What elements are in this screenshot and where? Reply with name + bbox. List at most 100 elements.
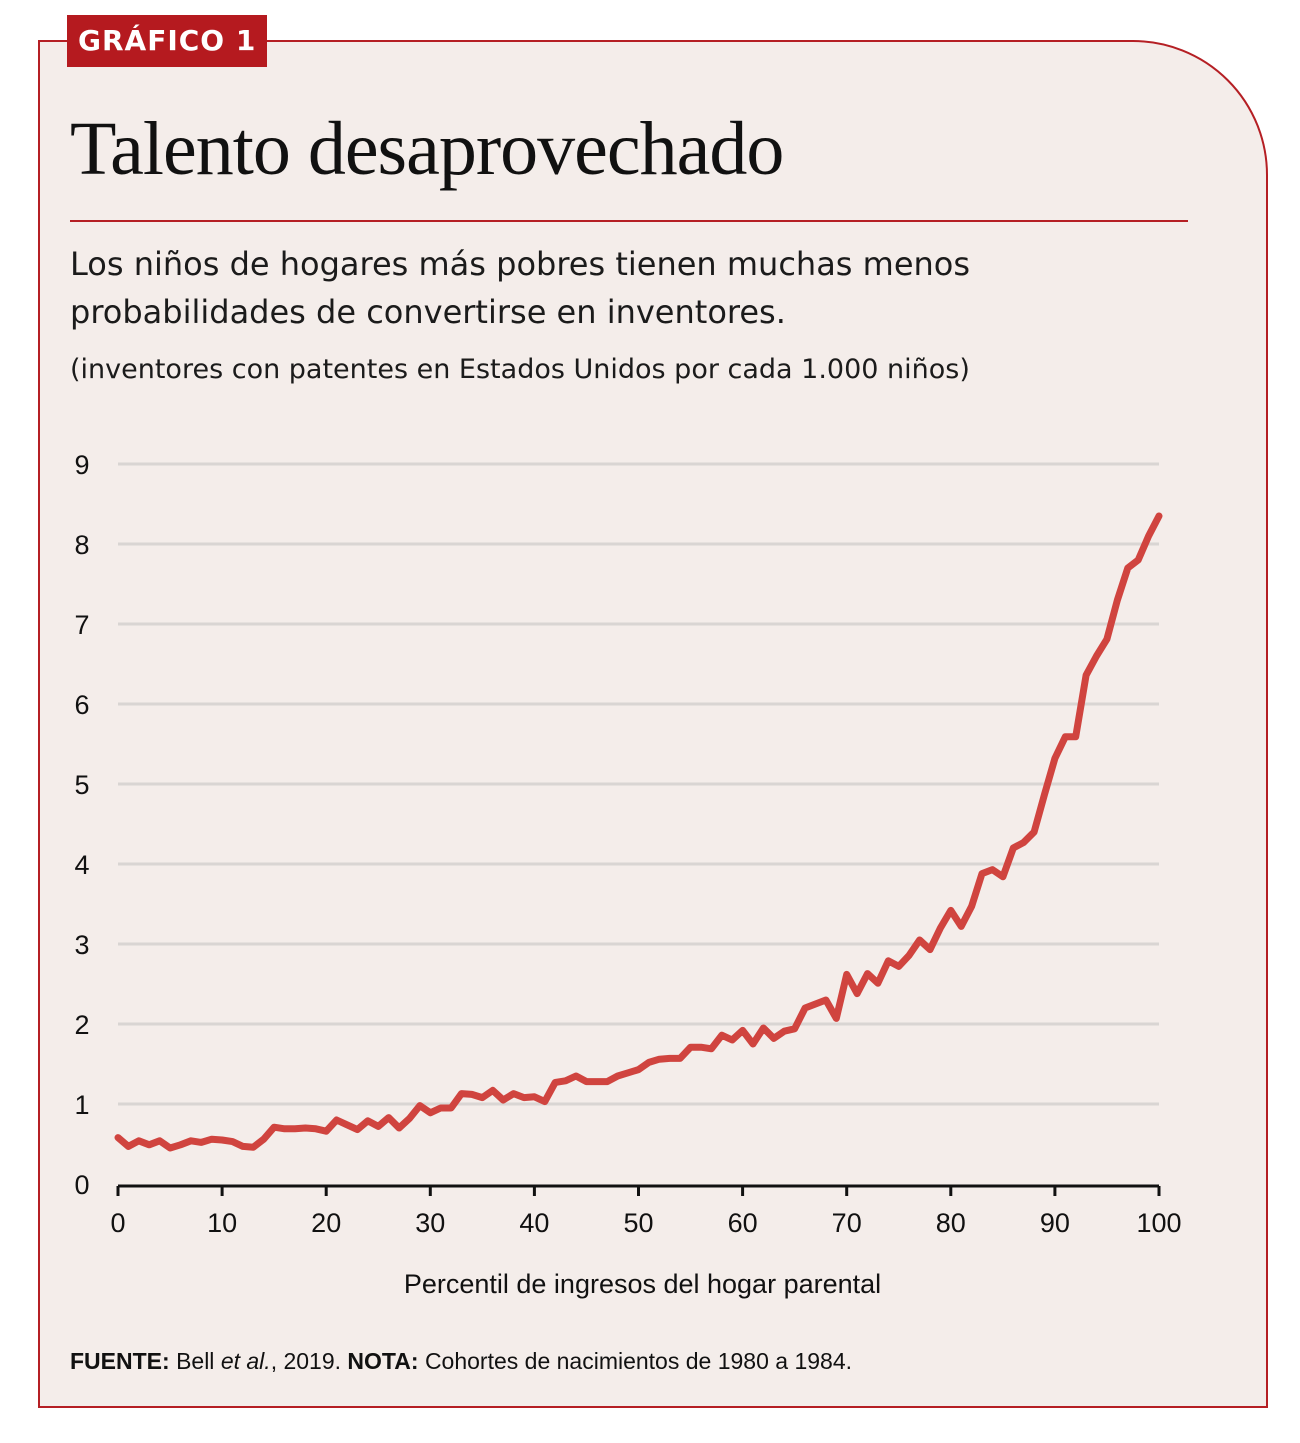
data-point [450, 1107, 452, 1109]
data-point [585, 1081, 587, 1083]
data-point [367, 1120, 369, 1122]
data-point [325, 1130, 327, 1132]
data-point [856, 993, 858, 995]
x-tick-label: 70 [832, 1208, 862, 1238]
data-point [658, 1058, 660, 1060]
data-point [700, 1046, 702, 1048]
data-point [190, 1140, 192, 1142]
data-point [950, 909, 952, 911]
data-point [596, 1081, 598, 1083]
chart-title: Talento desaprovechado [70, 107, 784, 191]
data-point [1085, 674, 1087, 676]
data-point [232, 1141, 234, 1143]
y-tick-label: 7 [74, 610, 89, 640]
source-year: , 2019. [270, 1348, 342, 1374]
data-point [211, 1138, 213, 1140]
x-axis-title: Percentil de ingresos del hogar parental [404, 1269, 881, 1299]
data-point [1137, 559, 1139, 561]
data-point [179, 1144, 181, 1146]
data-point [1002, 876, 1004, 878]
data-point [919, 939, 921, 941]
data-point [492, 1089, 494, 1091]
data-point [690, 1046, 692, 1048]
data-point [294, 1128, 296, 1130]
data-point [669, 1057, 671, 1059]
data-point [1127, 567, 1129, 569]
x-tick-label: 80 [936, 1208, 966, 1238]
data-point [471, 1093, 473, 1095]
data-point [148, 1144, 150, 1146]
data-point [991, 869, 993, 871]
data-point [304, 1127, 306, 1129]
data-point [867, 973, 869, 975]
data-point [783, 1030, 785, 1032]
x-tick-label: 40 [519, 1208, 549, 1238]
data-point [825, 999, 827, 1001]
data-point [1096, 655, 1098, 657]
x-tick-label: 10 [207, 1208, 237, 1238]
data-point [606, 1081, 608, 1083]
data-point [408, 1117, 410, 1119]
data-point [544, 1101, 546, 1103]
data-point [814, 1003, 816, 1005]
data-point [523, 1097, 525, 1099]
data-point [617, 1075, 619, 1077]
source-author: Bell [176, 1348, 221, 1374]
units-note: (inventores con patentes en Estados Unid… [70, 354, 970, 385]
data-point [908, 954, 910, 956]
x-tick-label: 100 [1136, 1208, 1181, 1238]
data-point [284, 1128, 286, 1130]
data-point [315, 1128, 317, 1130]
data-point [721, 1034, 723, 1036]
y-tick-label: 0 [74, 1170, 89, 1200]
data-point [794, 1028, 796, 1030]
x-tick-label: 90 [1040, 1208, 1070, 1238]
data-point [346, 1124, 348, 1126]
data-point [981, 873, 983, 875]
data-point [762, 1027, 764, 1029]
data-point [648, 1061, 650, 1063]
chart-subtitle: Los niños de hogares más pobres tienen m… [70, 245, 971, 331]
data-point [138, 1140, 140, 1142]
data-point [731, 1039, 733, 1041]
y-tick-label: 4 [74, 850, 89, 880]
data-point [679, 1057, 681, 1059]
data-point [502, 1099, 504, 1101]
data-point [877, 982, 879, 984]
note-text: Cohortes de nacimientos de 1980 a 1984. [424, 1348, 853, 1374]
data-point [939, 927, 941, 929]
data-point [127, 1145, 129, 1147]
data-point [898, 965, 900, 967]
data-point [835, 1017, 837, 1019]
data-point [221, 1139, 223, 1141]
data-point [242, 1145, 244, 1147]
gridlines [118, 462, 1159, 1106]
data-point [356, 1129, 358, 1131]
source-label: FUENTE: [70, 1348, 170, 1374]
data-point [419, 1105, 421, 1107]
data-point [159, 1140, 161, 1142]
x-tick-label: 20 [311, 1208, 341, 1238]
data-point [377, 1125, 379, 1127]
data-point [398, 1127, 400, 1129]
data-point [1158, 515, 1160, 517]
data-point [200, 1141, 202, 1143]
y-axis-ticks: 0 1 2 3 4 5 6 7 8 9 [74, 450, 89, 1200]
data-point [752, 1043, 754, 1045]
data-point [929, 949, 931, 951]
data-point [273, 1126, 275, 1128]
series-line [114, 512, 1163, 1152]
data-point [887, 960, 889, 962]
data-point [554, 1081, 556, 1083]
data-point [1043, 793, 1045, 795]
data-point [513, 1093, 515, 1095]
y-tick-label: 6 [74, 690, 89, 720]
data-point [804, 1007, 806, 1009]
data-point [710, 1048, 712, 1050]
y-tick-label: 8 [74, 530, 89, 560]
data-point [481, 1097, 483, 1099]
x-tick-label: 0 [110, 1208, 125, 1238]
x-tick-label: 30 [415, 1208, 445, 1238]
x-axis-ticks: 0 10 20 30 40 50 60 70 80 90 100 [110, 1186, 1182, 1238]
